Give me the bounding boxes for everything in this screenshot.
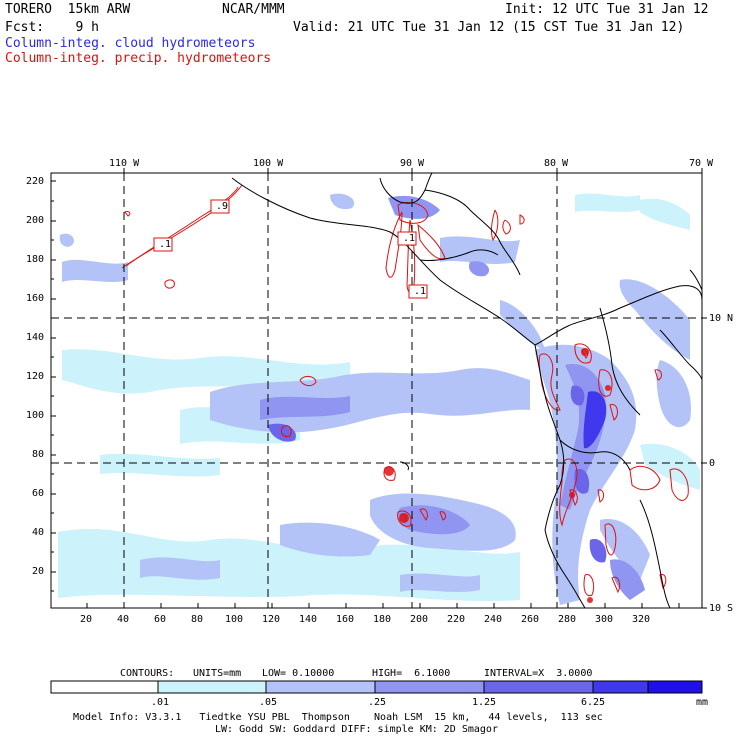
model-info: Model Info: V3.3.1 Tiedtke YSU PBL Thomp… <box>73 712 603 723</box>
colorbar <box>50 680 703 694</box>
x-tick-marks <box>86 603 680 608</box>
contour-info-low: LOW= 0.10000 <box>262 668 335 679</box>
x-tick-label: 240 <box>484 614 503 625</box>
x-tick-label: 320 <box>632 614 651 625</box>
lat-label-10s: 10 S <box>709 603 734 614</box>
valid-time: Valid: 21 UTC Tue 31 Jan 12 (15 CST Tue … <box>293 20 685 35</box>
y-tick-label: 140 <box>26 332 45 343</box>
plot-frame <box>50 172 703 609</box>
lat-label-10n: 10 N <box>709 313 734 324</box>
y-tick-label: 80 <box>32 449 45 460</box>
y-tick-label: 100 <box>26 410 45 421</box>
coastlines <box>231 173 702 608</box>
forecast-hour: Fcst: 9 h <box>5 20 99 35</box>
y-tick-label: 40 <box>32 527 45 538</box>
lon-label-100w: 100 W <box>253 158 284 169</box>
contour-info-contours: CONTOURS: <box>120 668 175 679</box>
colorbar-label: 1.25 <box>472 697 497 708</box>
x-tick-label: 20 <box>80 614 93 625</box>
y-tick-label: 200 <box>26 215 45 226</box>
x-tick-label: 40 <box>117 614 130 625</box>
y-tick-label: 20 <box>32 566 45 577</box>
colorbar-bin-5 <box>483 680 594 694</box>
contour-info-interval: INTERVAL=X 3.0000 <box>484 668 593 679</box>
colorbar-bin-4 <box>374 680 485 694</box>
colorbar-bin-7 <box>647 680 703 694</box>
lon-tick-marks <box>123 168 707 609</box>
y-tick-marks <box>51 180 56 592</box>
contour-label: .1 <box>403 233 416 244</box>
x-tick-label: 180 <box>373 614 392 625</box>
colorbar-bin-2 <box>157 680 267 694</box>
lon-label-90w: 90 W <box>400 158 425 169</box>
y-tick-label: 220 <box>26 176 45 187</box>
lon-label-80w: 80 W <box>544 158 569 169</box>
colorbar-bin-6 <box>592 680 649 694</box>
y-tick-label: 180 <box>26 254 45 265</box>
x-tick-label: 300 <box>595 614 614 625</box>
run-title: TORERO 15km ARW <box>5 2 131 17</box>
lon-label-70w: 70 W <box>689 158 714 169</box>
y-tick-label: 60 <box>32 488 45 499</box>
contour-label: .1 <box>414 286 427 297</box>
colorbar-label: .01 <box>151 697 170 708</box>
x-tick-label: 140 <box>299 614 318 625</box>
colorbar-bin-3 <box>265 680 376 694</box>
init-time: Init: 12 UTC Tue 31 Jan 12 <box>505 2 709 17</box>
x-tick-label: 120 <box>262 614 281 625</box>
lon-label-110w: 110 W <box>109 158 140 169</box>
y-tick-label: 120 <box>26 371 45 382</box>
cloud-shading <box>58 193 700 605</box>
model-info-2: LW: Godd SW: Goddard DIFF: simple KM: 2D… <box>215 724 498 735</box>
colorbar-label: .05 <box>259 697 278 708</box>
contour-label: .9 <box>216 201 229 212</box>
field2-title: Column-integ. precip. hydrometeors <box>5 51 272 66</box>
x-tick-label: 60 <box>154 614 167 625</box>
contour-info-high: HIGH= 6.1000 <box>372 668 451 679</box>
x-tick-label: 220 <box>447 614 466 625</box>
org-label: NCAR/MMM <box>222 2 285 17</box>
colorbar-bin-1 <box>50 680 159 694</box>
field1-title: Column-integ. cloud hydrometeors <box>5 36 256 51</box>
x-tick-label: 160 <box>336 614 355 625</box>
colorbar-label: .25 <box>368 697 387 708</box>
y-tick-label: 160 <box>26 293 45 304</box>
contour-label: .1 <box>159 239 172 250</box>
precip-peaks <box>384 348 611 603</box>
colorbar-label: 6.25 <box>581 697 606 708</box>
x-tick-label: 280 <box>558 614 577 625</box>
x-tick-label: 260 <box>521 614 540 625</box>
lat-label-0: 0 <box>709 458 716 469</box>
x-tick-label: 100 <box>225 614 244 625</box>
contour-info-units: UNITS=mm <box>193 668 242 679</box>
x-tick-label: 200 <box>410 614 429 625</box>
colorbar-unit: mm <box>696 697 709 708</box>
contour-label-boxes <box>153 199 428 299</box>
x-tick-label: 80 <box>191 614 204 625</box>
